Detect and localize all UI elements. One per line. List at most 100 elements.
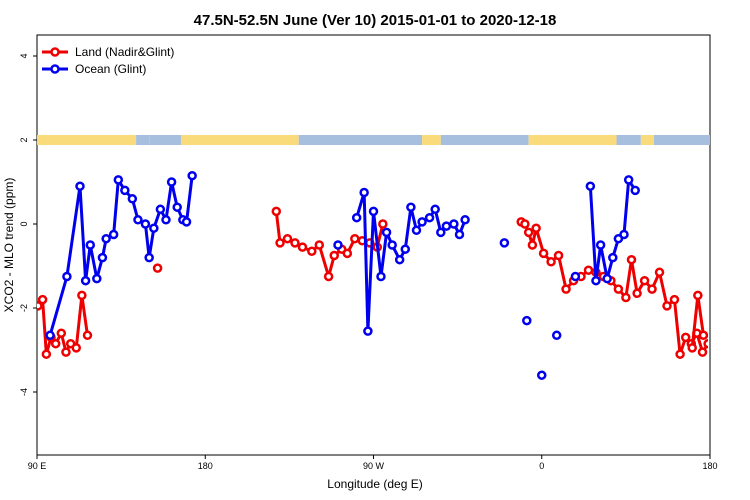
y-tick-label-1: -2 (19, 304, 29, 312)
series-0-point-3-7 (553, 250, 564, 261)
series-0-point-3-17 (626, 254, 637, 265)
series-1-point-8-2 (595, 240, 606, 250)
series-0-point-3-22 (662, 301, 672, 311)
series-0-point-2-11 (350, 233, 360, 244)
land-ocean-segment-6 (440, 135, 529, 145)
series-1-point-0-1 (62, 271, 72, 282)
legend-label-1: Ocean (Glint) (75, 62, 146, 76)
y-tick-label-4: 4 (19, 53, 29, 58)
series-1-point-0-11 (127, 194, 138, 204)
series-1-point-8-3 (602, 273, 612, 284)
series-0-point-3-8 (561, 284, 571, 294)
land-ocean-segment-0 (37, 135, 137, 145)
series-0-point-3-20 (647, 284, 657, 294)
series-0-point-3-24 (675, 349, 685, 359)
series-0-point-3-3 (527, 240, 538, 250)
y-tick-label-2: 0 (19, 221, 29, 226)
x-tick-label-1: 180 (198, 461, 213, 471)
series-0-point-2-0 (271, 206, 282, 217)
series-1-line-0 (48, 175, 194, 336)
legend: Land (Nadir&Glint) Ocean (Glint) (42, 45, 174, 76)
series-0-point-3-11 (583, 265, 594, 275)
land-ocean-segment-3 (180, 135, 299, 145)
series-1-point-0-7 (101, 233, 111, 244)
series-1-point-0-13 (140, 219, 151, 229)
series-0-point-0-8 (71, 343, 82, 353)
series-0-point-0-0 (37, 301, 43, 311)
series-0-point-3-6 (546, 257, 556, 267)
series-0-point-2-2 (282, 233, 293, 244)
series-1-point-0-8 (108, 229, 119, 240)
legend-label-0: Land (Nadir&Glint) (75, 45, 174, 59)
series-1-point-3-0 (499, 238, 510, 248)
series-1-point-0-19 (172, 202, 182, 212)
series-0-point-1-0 (152, 263, 163, 273)
series-1-point-2-1 (359, 187, 369, 198)
series-1-point-2-4 (376, 271, 386, 282)
series-1 (45, 170, 640, 380)
series-0-point-4-0 (687, 343, 697, 353)
series-0-point-0-9 (77, 290, 87, 301)
series-1-point-8-6 (619, 229, 629, 240)
series-0-point-4-1 (693, 290, 703, 301)
series-1-point-2-3 (368, 206, 379, 217)
series-1-point-2-11 (417, 217, 427, 227)
series-0-point-3-15 (613, 284, 624, 294)
land-ocean-segment-5 (422, 135, 441, 145)
series-1-point-8-8 (630, 185, 640, 196)
series-0-point-4-2 (698, 330, 708, 341)
series-1-point-0-5 (92, 273, 102, 284)
series-1-point-5-0 (537, 370, 547, 380)
y-tick-label-0: -4 (19, 388, 29, 396)
series-1-point-2-13 (430, 204, 440, 215)
land-ocean-bar (37, 135, 710, 145)
series-0-point-0-10 (82, 330, 93, 341)
series-1-line-8 (588, 178, 637, 283)
series-0-point-2-6 (314, 240, 325, 250)
series-1-point-2-10 (411, 225, 422, 236)
series-1-point-6-0 (551, 330, 562, 341)
series-0 (37, 206, 708, 359)
series-1-point-0-12 (133, 215, 143, 225)
series-0-point-3-2 (523, 227, 534, 238)
land-ocean-segment-10 (653, 135, 710, 145)
series-0-point-2-5 (307, 246, 317, 257)
series-1-point-0-10 (120, 185, 130, 196)
legend-marker-1 (50, 64, 60, 74)
series-1-point-2-7 (394, 254, 405, 265)
series-1-point-2-15 (441, 221, 452, 231)
series-1-point-0-3 (80, 275, 91, 286)
series-1-point-8-0 (585, 181, 596, 191)
series-1-point-8-7 (623, 175, 634, 185)
series-1-point-0-16 (155, 204, 166, 215)
series-0-point-3-28 (697, 347, 708, 357)
series-1-point-0-17 (161, 215, 171, 225)
series-1-point-2-8 (400, 244, 411, 254)
series-1-point-2-18 (460, 215, 470, 225)
axes: -4 -2 0 2 4 90 E 180 90 W 0 180 (19, 53, 718, 471)
land-ocean-segment-9 (640, 135, 654, 145)
series-1-point-0-14 (144, 252, 154, 263)
x-tick-label-3: 0 (539, 461, 544, 471)
land-ocean-segment-7 (528, 135, 617, 145)
series-0-point-3-5 (538, 248, 549, 259)
series-0-point-0-6 (61, 347, 71, 357)
series-1-point-2-9 (406, 202, 416, 212)
y-tick-label-3: 2 (19, 137, 29, 142)
series-1-point-7-0 (570, 271, 581, 282)
series-1-point-0-0 (45, 330, 55, 341)
series-1-point-2-12 (424, 212, 435, 223)
series-1-point-0-18 (166, 177, 177, 187)
series-1-point-2-14 (436, 227, 446, 238)
series-1-point-4-0 (522, 315, 532, 326)
series-1-point-0-9 (113, 175, 124, 185)
series-1-point-2-5 (381, 227, 392, 238)
land-ocean-segment-2 (149, 135, 181, 145)
series-0-point-2-15 (378, 219, 388, 229)
series-1-point-1-0 (333, 240, 343, 250)
series-0-point-3-18 (632, 288, 642, 299)
series-1-point-0-21 (181, 217, 192, 227)
series-1-point-8-1 (591, 275, 601, 286)
series-1-point-2-2 (363, 326, 373, 336)
series-0-point-0-1 (37, 294, 48, 305)
